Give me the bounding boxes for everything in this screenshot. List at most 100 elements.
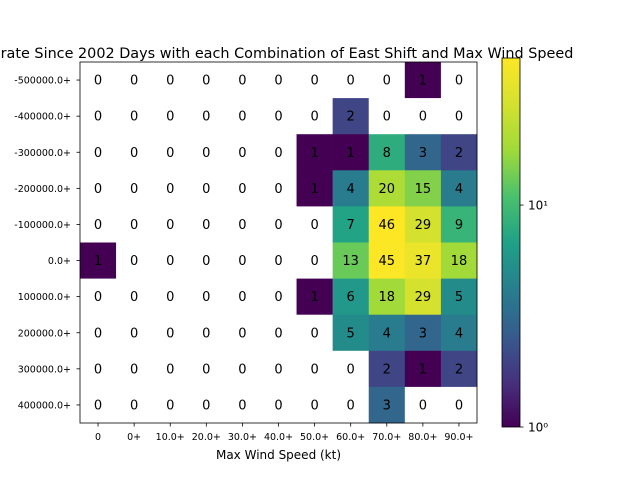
- heatmap-cell: [296, 278, 333, 315]
- cell-value-label: 0: [202, 146, 210, 161]
- heatmap-cell: [368, 206, 406, 243]
- cell-value-label: 15: [415, 182, 432, 197]
- cell-value-label: 3: [419, 146, 427, 161]
- heatmap-cell: [368, 314, 406, 352]
- cell-value-label: 0: [94, 326, 102, 341]
- colorbar-ticks: 10¹ 10⁰: [520, 199, 548, 435]
- cell-value-label: 0: [94, 146, 102, 161]
- cell-value-label: 20: [378, 182, 395, 197]
- cell-value-label: 0: [94, 110, 102, 125]
- heatmap-cell: [152, 242, 189, 279]
- cell-value-label: 0: [274, 290, 282, 305]
- cell-value-label: 0: [455, 398, 463, 413]
- heatmap-cell: [260, 278, 297, 315]
- cell-value-label: 0: [166, 326, 174, 341]
- cell-value-label: 9: [455, 218, 463, 233]
- heatmap-cell: [188, 98, 225, 135]
- heatmap-cell: [260, 314, 297, 352]
- heatmap-cell: [116, 242, 153, 279]
- heatmap-cell: [116, 98, 153, 135]
- cell-value-label: 0: [166, 182, 174, 197]
- cell-value-label: 0: [238, 182, 246, 197]
- colorbar-tick-label: 10⁰: [528, 421, 548, 435]
- y-tick-label: 400000.0+: [18, 400, 71, 411]
- heatmap-cell: [188, 62, 225, 99]
- heatmap-cell: [368, 170, 406, 207]
- heatmap-cell: [368, 242, 406, 279]
- heatmap-cell: [152, 386, 189, 424]
- cell-value-label: 0: [238, 326, 246, 341]
- cell-value-label: 0: [310, 362, 318, 377]
- cell-value-label: 29: [415, 218, 432, 233]
- heatmap-cell: [116, 278, 153, 315]
- heatmap-cell: [368, 278, 406, 315]
- heatmap-cell: [332, 278, 370, 315]
- heatmap-cell: [260, 386, 297, 424]
- heatmap-cell: [80, 206, 117, 243]
- cell-value-label: 0: [94, 362, 102, 377]
- cell-value-label: 4: [347, 182, 355, 197]
- cell-value-label: 0: [347, 362, 355, 377]
- heatmap-cell: [296, 98, 333, 135]
- cell-value-label: 0: [238, 146, 246, 161]
- heatmap-cell: [224, 206, 261, 243]
- heatmap-cell: [404, 98, 442, 135]
- cell-value-label: 0: [274, 326, 282, 341]
- cell-value-label: 0: [130, 146, 138, 161]
- cell-value-label: 3: [419, 326, 427, 341]
- cell-value-label: 1: [347, 146, 355, 161]
- cell-value-label: 37: [415, 254, 432, 269]
- y-tick-label: 200000.0+: [18, 328, 71, 339]
- heatmap-cell: [80, 314, 117, 352]
- heatmap-cell: [116, 62, 153, 99]
- heatmap-cell: [296, 62, 333, 99]
- heatmap-cell: [224, 278, 261, 315]
- cell-value-label: 0: [94, 182, 102, 197]
- cell-value-label: 45: [378, 254, 395, 269]
- cell-value-label: 0: [238, 290, 246, 305]
- heatmap-cell: [188, 278, 225, 315]
- heatmap-cell: [80, 278, 117, 315]
- cell-value-label: 0: [166, 110, 174, 125]
- heatmap-cell: [152, 314, 189, 352]
- heatmap-cell: [80, 350, 117, 388]
- cell-value-label: 0: [130, 218, 138, 233]
- heatmap-cell: [116, 386, 153, 424]
- cell-value-label: 0: [274, 74, 282, 89]
- cell-value-label: 0: [166, 254, 174, 269]
- heatmap-cell: [224, 134, 261, 171]
- heatmap-cell: [224, 98, 261, 135]
- heatmap-cell: [80, 242, 117, 279]
- heatmap-cell: [440, 242, 478, 279]
- cell-value-label: 0: [274, 362, 282, 377]
- cell-value-label: 0: [383, 110, 391, 125]
- heatmap-cell: [404, 170, 442, 207]
- cell-value-label: 18: [378, 290, 395, 305]
- x-axis-label: Max Wind Speed (kt): [216, 448, 341, 462]
- heatmap-cell: [404, 386, 442, 424]
- heatmap-cell: [224, 350, 261, 388]
- heatmap-cell: [152, 62, 189, 99]
- heatmap-cell: [224, 62, 261, 99]
- cell-value-label: 0: [274, 182, 282, 197]
- y-tick-label: 300000.0+: [18, 364, 71, 375]
- heatmap-cell: [260, 98, 297, 135]
- heatmap-cell: [152, 206, 189, 243]
- heatmap-cell: [260, 62, 297, 99]
- heatmap-cell: [260, 134, 297, 171]
- heatmap-cell: [116, 314, 153, 352]
- y-tick-label: -300000.0+: [14, 148, 71, 159]
- cell-value-label: 0: [274, 254, 282, 269]
- heatmap-cell: [404, 62, 442, 99]
- cell-value-label: 0: [310, 74, 318, 89]
- cell-value-label: 0: [94, 290, 102, 305]
- heatmap-cell: [404, 134, 442, 171]
- cell-value-label: 0: [310, 110, 318, 125]
- x-axis-ticks: 0 0+ 10.0+ 20.0+ 30.0+ 40.0+ 50.0+ 60.0+ 70.0+ 80…: [95, 423, 474, 443]
- cell-value-label: 0: [130, 398, 138, 413]
- x-tick-label: 40.0+: [264, 432, 293, 443]
- heatmap-cell: [440, 170, 478, 207]
- cell-value-label: 0: [310, 218, 318, 233]
- y-tick-label: -500000.0+: [14, 76, 71, 87]
- heatmap-cell: [368, 62, 406, 99]
